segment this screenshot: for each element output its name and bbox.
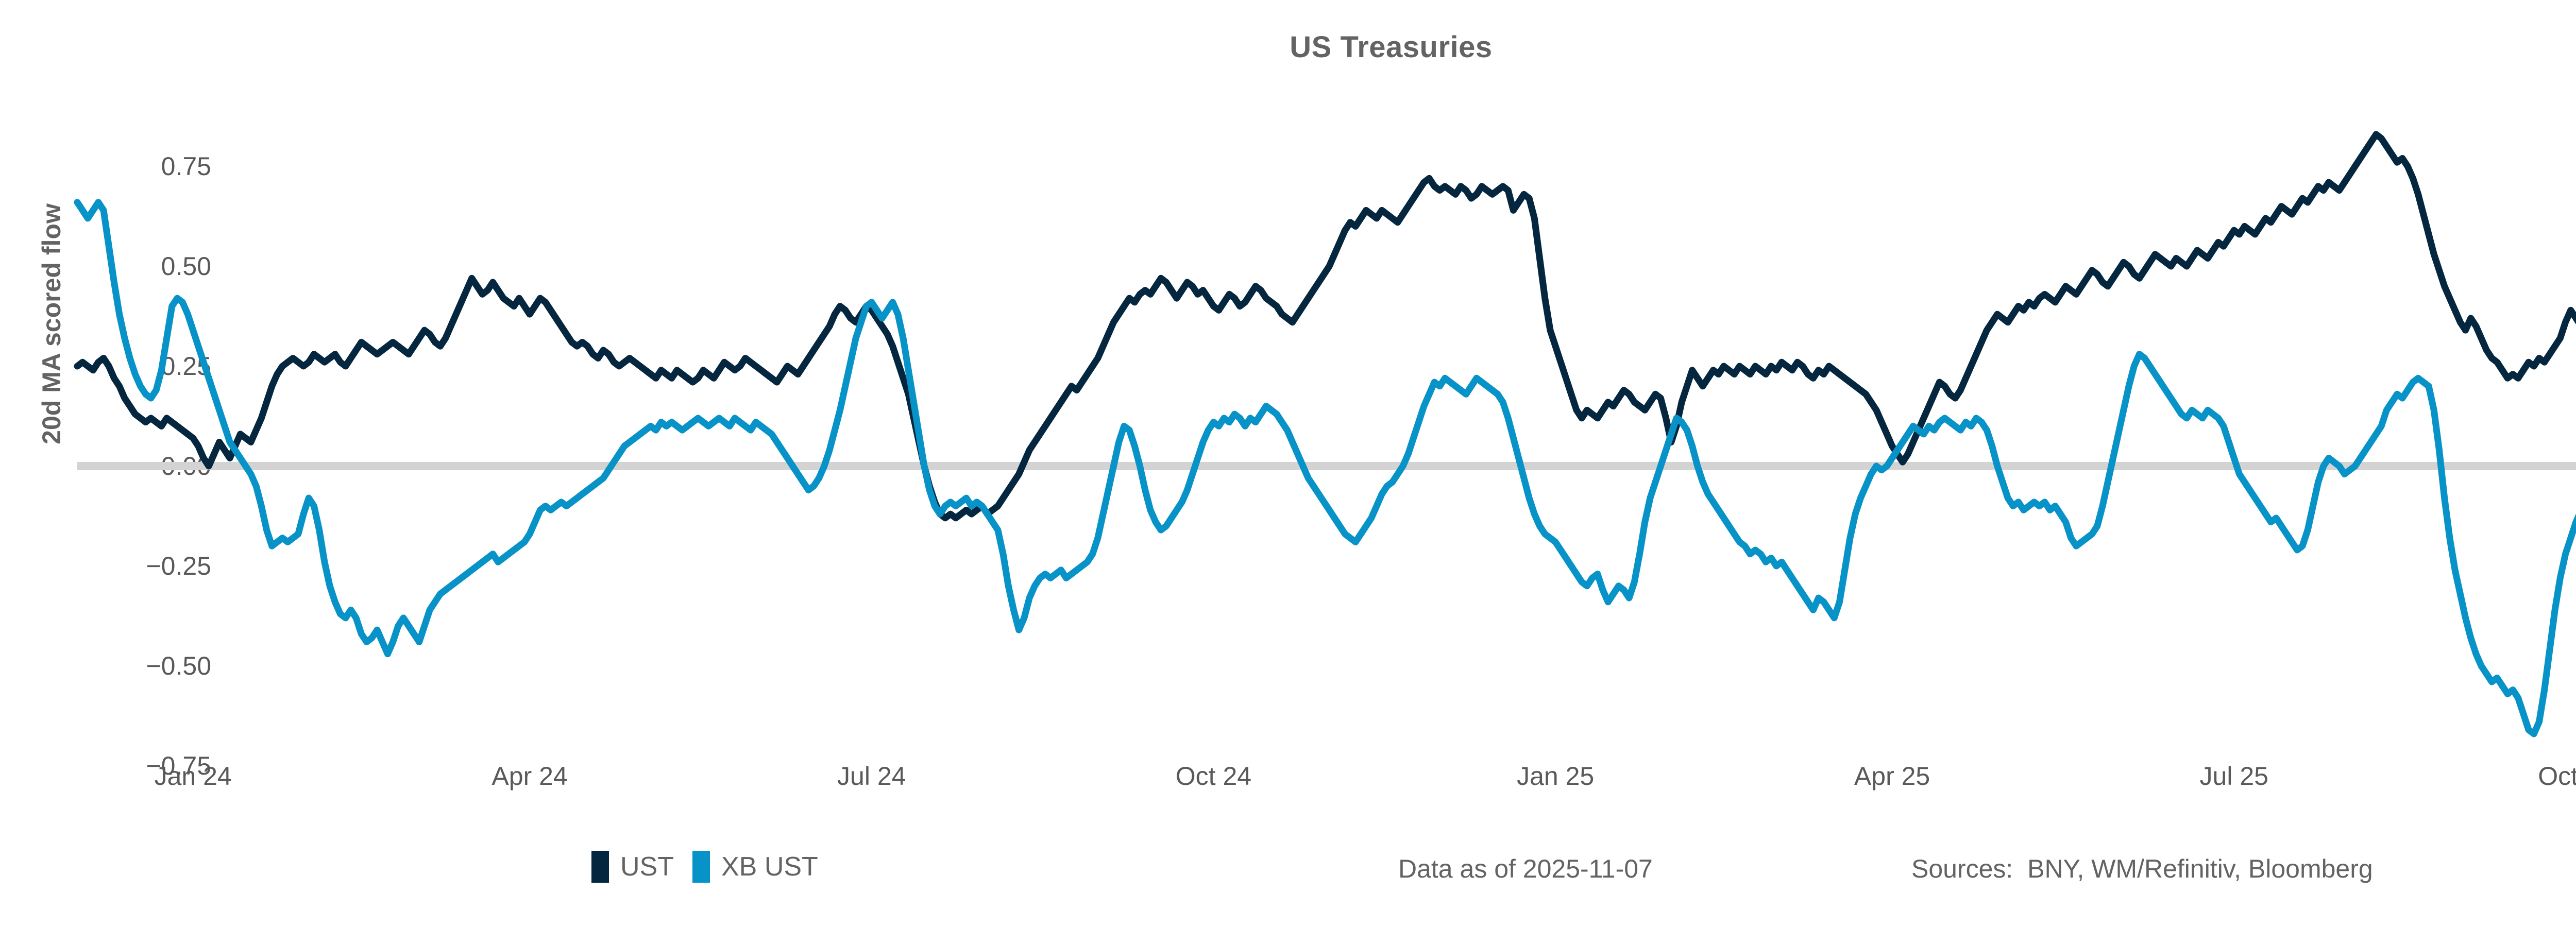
x-tick-label: Apr 25 bbox=[1854, 762, 1930, 791]
legend-swatch-xb-ust bbox=[692, 851, 710, 883]
series-line-ust bbox=[74, 131, 2576, 522]
y-tick-label: 0.25 bbox=[161, 352, 211, 381]
y-tick-label: 0.50 bbox=[161, 252, 211, 281]
x-tick-label: Oct 24 bbox=[1175, 762, 1252, 791]
x-tick-label: Apr 24 bbox=[492, 762, 568, 791]
legend-item-xb-ust: XB UST bbox=[692, 851, 818, 883]
y-tick-label: 0.00 bbox=[161, 452, 211, 480]
legend-label-ust: UST bbox=[620, 852, 674, 882]
x-tick-label: Jan 25 bbox=[1517, 762, 1595, 791]
y-tick-label: −0.75 bbox=[146, 751, 211, 780]
x-tick-label: Jan 24 bbox=[154, 762, 232, 791]
x-tick-label: Jul 24 bbox=[837, 762, 906, 791]
chart-legend: UST XB UST bbox=[591, 851, 818, 883]
y-tick-label: −0.50 bbox=[146, 651, 211, 680]
legend-label-xb-ust: XB UST bbox=[721, 852, 818, 882]
page-title: US Treasuries bbox=[1290, 30, 1493, 64]
y-tick-label: 0.75 bbox=[161, 152, 211, 181]
x-tick-label: Jul 25 bbox=[2199, 762, 2268, 791]
x-tick-label: Oct 25 bbox=[2538, 762, 2576, 791]
legend-item-ust: UST bbox=[591, 851, 674, 883]
sources-note: Sources: BNY, WM/Refinitiv, Bloomberg bbox=[1911, 854, 2373, 883]
data-as-of-note: Data as of 2025-11-07 bbox=[1398, 854, 1653, 883]
legend-swatch-ust bbox=[591, 851, 609, 883]
y-tick-label: −0.25 bbox=[146, 552, 211, 580]
series-line-xb-ust bbox=[74, 199, 2576, 737]
